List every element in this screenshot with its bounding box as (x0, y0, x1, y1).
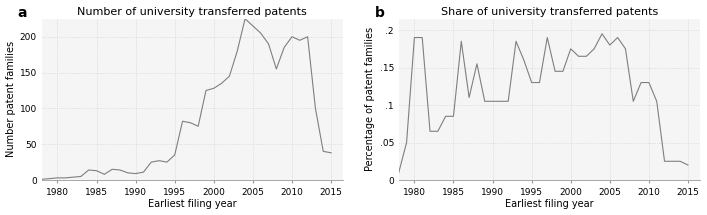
Text: a: a (18, 6, 28, 20)
Y-axis label: Number patent families: Number patent families (6, 41, 16, 157)
X-axis label: Earliest filing year: Earliest filing year (148, 200, 237, 209)
Title: Number of university transferred patents: Number of university transferred patents (78, 7, 307, 17)
Text: b: b (375, 6, 385, 20)
Title: Share of university transferred patents: Share of university transferred patents (440, 7, 658, 17)
X-axis label: Earliest filing year: Earliest filing year (505, 200, 594, 209)
Y-axis label: Percentage of patent families: Percentage of patent families (366, 27, 375, 172)
